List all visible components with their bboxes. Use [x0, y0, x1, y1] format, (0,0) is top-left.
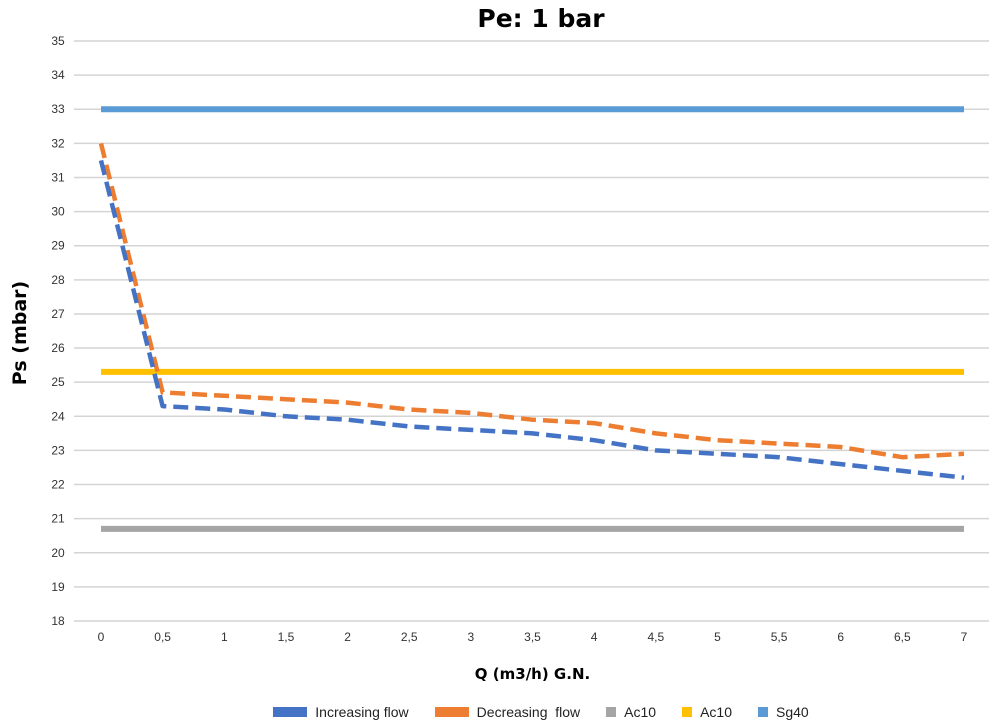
x-tick-label: 2,5: [401, 630, 418, 644]
y-tick-label: 32: [51, 136, 65, 150]
legend-item: Ac10: [682, 704, 732, 720]
x-tick-label: 5: [714, 630, 721, 644]
x-tick-label: 3: [468, 630, 475, 644]
y-tick-label: 19: [51, 580, 65, 594]
legend-label: Ac10: [624, 704, 657, 720]
legend-swatch: [682, 707, 693, 717]
legend: Increasing flow Decreasing flow Ac10 Ac10 Sg…: [0, 704, 989, 720]
x-tick-label: 4: [591, 630, 598, 644]
series-line-1: [98, 159, 965, 480]
legend-swatch: [434, 707, 469, 717]
y-tick-label: 21: [51, 512, 65, 526]
x-tick-label: 4,5: [647, 630, 664, 644]
y-tick-label: 24: [51, 409, 65, 423]
legend-item: Ac10: [606, 704, 656, 720]
y-tick-label: 23: [51, 443, 65, 457]
legend-label: Sg40: [776, 704, 809, 720]
x-tick-label: 2: [344, 630, 351, 644]
series-line-2: [98, 142, 965, 460]
y-tick-label: 25: [51, 375, 65, 389]
y-tick-label: 35: [51, 34, 65, 48]
y-tick-label: 30: [51, 205, 65, 219]
legend-label: Increasing flow: [315, 704, 409, 720]
legend-item: Sg40: [758, 704, 809, 720]
y-tick-label: 29: [51, 239, 65, 253]
x-tick-label: 0: [98, 630, 105, 644]
x-axis-title: Q (m3/h) G.N.: [474, 665, 591, 683]
x-tick-label: 6: [837, 630, 844, 644]
x-tick-label: 5,5: [771, 630, 788, 644]
legend-item: Decreasing flow: [434, 704, 581, 720]
x-tick-label: 3,5: [524, 630, 541, 644]
legend-swatch: [758, 707, 769, 717]
y-tick-label: 33: [51, 102, 65, 116]
y-tick-label: 18: [51, 614, 65, 628]
y-tick-label: 22: [51, 478, 65, 492]
x-tick-label: 6,5: [894, 630, 911, 644]
y-tick-label: 26: [51, 341, 65, 355]
y-tick-label: 34: [51, 68, 65, 82]
x-tick-label: 7: [961, 630, 968, 644]
chart-title: Pe: 1 bar: [477, 4, 605, 33]
legend-swatch: [273, 707, 308, 717]
y-tick-label: 31: [51, 170, 65, 184]
legend-label: Decreasing flow: [476, 704, 581, 720]
legend-swatch: [606, 707, 617, 717]
x-tick-label: 1: [221, 630, 228, 644]
x-tick-label: 0,5: [154, 630, 171, 644]
legend-item: Increasing flow: [273, 704, 409, 720]
y-tick-label: 20: [51, 546, 65, 560]
legend-label: Ac10: [700, 704, 733, 720]
y-tick-label: 28: [51, 273, 65, 287]
y-tick-label: 27: [51, 307, 65, 321]
x-tick-label: 1,5: [278, 630, 295, 644]
